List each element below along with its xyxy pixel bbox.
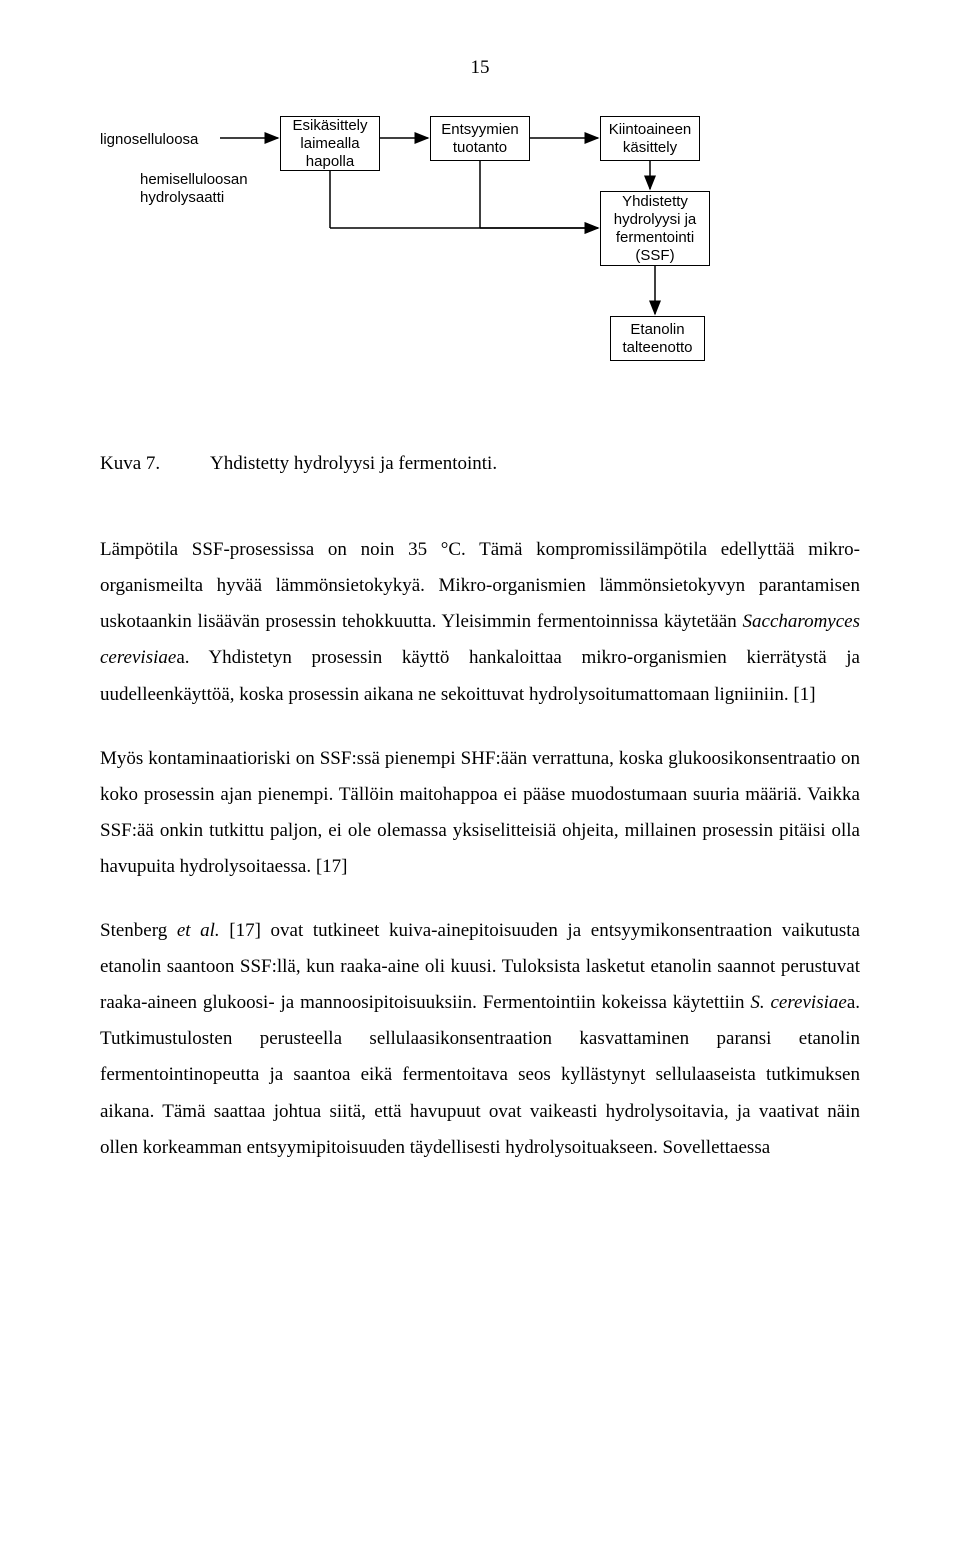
p1-text-2: a. Yhdistetyn prosessin käyttö hankaloit…	[100, 647, 860, 704]
p3-text-1: Stenberg	[100, 920, 177, 941]
paragraph-3: Stenberg et al. [17] ovat tutkineet kuiv…	[100, 913, 860, 1166]
p3-italic-1: et al.	[177, 920, 220, 941]
figure-caption: Kuva 7. Yhdistetty hydrolyysi ja ferment…	[100, 446, 860, 482]
figure-caption-number: Kuva 7.	[100, 446, 210, 482]
figure-caption-text: Yhdistetty hydrolyysi ja fermentointi.	[210, 446, 860, 482]
paragraph-1: Lämpötila SSF-prosessissa on noin 35 °C.…	[100, 532, 860, 712]
p3-italic-2: S. cerevisiae	[750, 992, 846, 1013]
process-flowchart: lignoselluloosa hemiselluloosan hydrolys…	[100, 116, 860, 396]
p2-text: Myös kontaminaatioriski on SSF:ssä piene…	[100, 748, 860, 877]
page-number: 15	[100, 50, 860, 86]
diagram-arrows	[100, 116, 860, 396]
p3-text-3: a. Tutkimustulosten perusteella sellulaa…	[100, 992, 860, 1157]
paragraph-2: Myös kontaminaatioriski on SSF:ssä piene…	[100, 741, 860, 885]
